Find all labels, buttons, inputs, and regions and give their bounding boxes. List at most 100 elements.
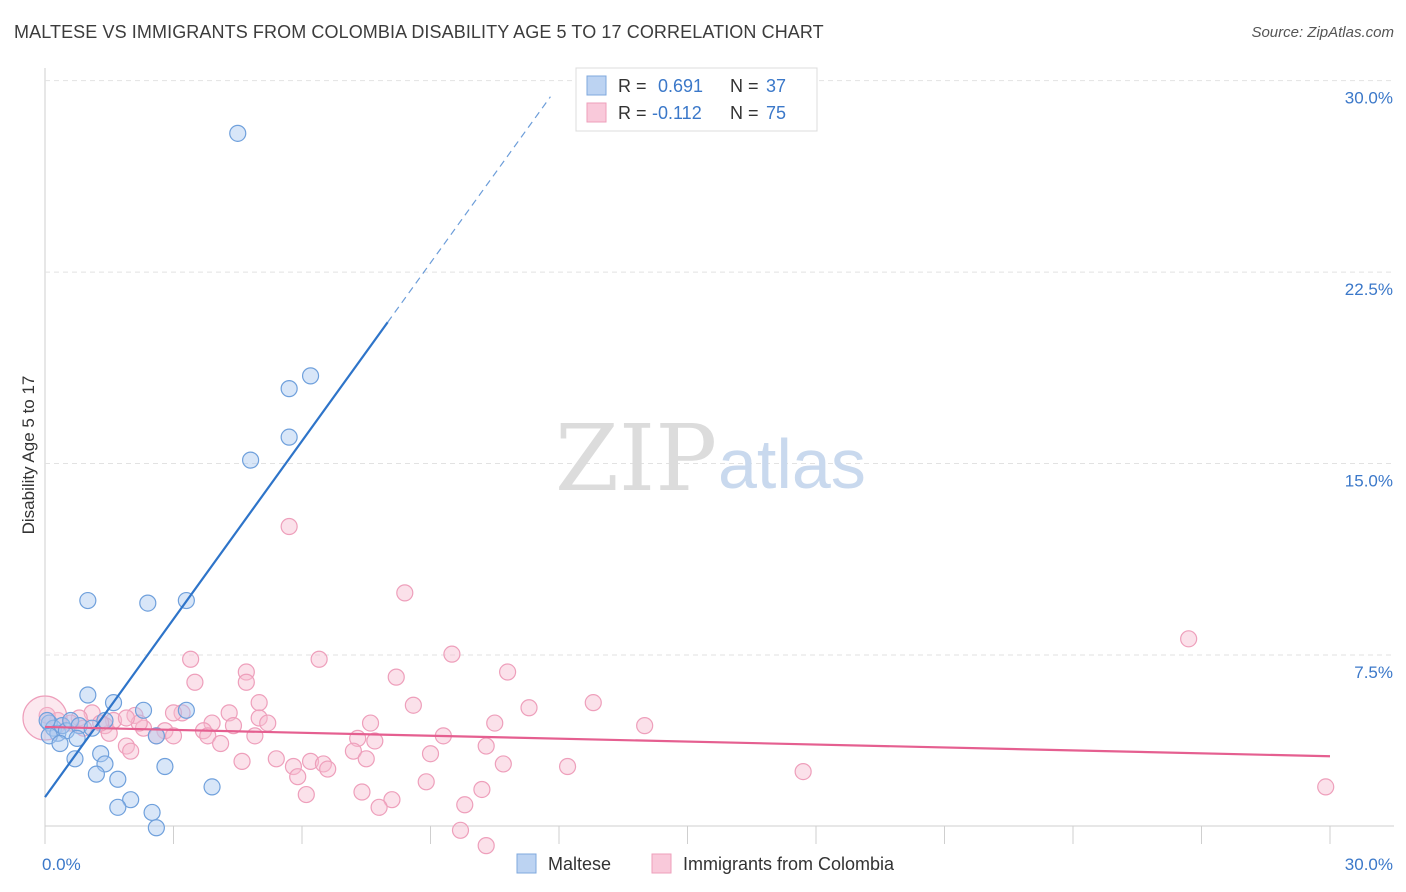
colombia-point <box>383 791 401 809</box>
colombia-point <box>443 645 461 663</box>
colombia-point <box>250 709 268 727</box>
maltese-point <box>280 428 298 446</box>
colombia-point <box>584 694 602 712</box>
colombia-point <box>353 783 371 801</box>
colombia-point <box>182 650 200 668</box>
maltese-point <box>134 701 153 719</box>
colombia-point <box>310 650 328 668</box>
colombia-point <box>357 750 375 768</box>
colombia-point <box>267 750 285 768</box>
stats-swatch-colombia <box>586 102 607 123</box>
stats-n-value-1: 37 <box>766 76 786 96</box>
stats-n-label-1: N = <box>730 76 759 96</box>
colombia-cluster-point <box>22 695 68 741</box>
series-legend: Maltese Immigrants from Colombia <box>516 853 895 874</box>
legend-swatch-maltese <box>516 853 537 874</box>
colombia-point <box>164 727 183 745</box>
colombia-point <box>1180 630 1198 648</box>
y-tick-label: 22.5% <box>1345 280 1393 299</box>
colombia-point <box>361 714 380 732</box>
y-axis-label: Disability Age 5 to 17 <box>19 376 38 535</box>
maltese-point <box>79 686 97 704</box>
maltese-point <box>92 745 110 763</box>
stats-r-label-2: R = <box>618 103 647 123</box>
stats-swatch-maltese <box>586 75 607 96</box>
stats-r-label-1: R = <box>618 76 647 96</box>
maltese-point <box>177 701 195 719</box>
maltese-point <box>51 734 69 753</box>
colombia-point <box>220 704 238 722</box>
source-label: Source: ZipAtlas.com <box>1251 24 1394 41</box>
colombia-point <box>164 704 183 722</box>
colombia-point <box>636 717 654 735</box>
gridlines <box>45 80 1394 656</box>
colombia-point <box>122 742 140 760</box>
colombia-point <box>250 694 268 712</box>
maltese-point <box>70 717 88 735</box>
maltese-point <box>229 124 247 142</box>
stats-n-label-2: N = <box>730 103 759 123</box>
colombia-point <box>224 717 243 735</box>
colombia-point <box>396 584 414 602</box>
maltese-point <box>139 594 157 612</box>
maltese-point <box>68 729 86 748</box>
colombia-point <box>212 734 230 753</box>
x-tick-label-0: 0.0% <box>42 855 81 874</box>
colombia-point <box>1317 778 1335 796</box>
colombia-point <box>280 517 298 536</box>
maltese-point <box>147 819 165 837</box>
maltese-trend-extension <box>387 96 551 323</box>
colombia-point <box>404 696 422 714</box>
chart-title: MALTESE VS IMMIGRANTS FROM COLOMBIA DISA… <box>14 22 824 42</box>
maltese-point <box>147 727 165 745</box>
watermark-zip: ZIP <box>555 405 717 512</box>
legend-label-maltese: Maltese <box>548 854 611 874</box>
colombia-point <box>794 762 812 781</box>
maltese-point <box>87 765 106 783</box>
maltese-point <box>156 757 174 776</box>
colombia-point <box>237 673 255 691</box>
legend-swatch-colombia <box>651 853 672 874</box>
colombia-point <box>259 714 277 732</box>
colombia-point <box>520 699 538 717</box>
y-tick-labels: 7.5% 15.0% 22.5% 30.0% <box>1345 89 1393 682</box>
maltese-point <box>280 380 298 398</box>
colombia-point <box>366 732 384 750</box>
colombia-point <box>301 752 320 770</box>
colombia-point <box>370 798 388 816</box>
colombia-point <box>456 796 474 814</box>
colombia-point <box>199 727 217 745</box>
colombia-point <box>477 737 495 755</box>
stats-legend: R = 0.691 N = 37 R = -0.112 N = 75 <box>575 67 818 132</box>
colombia-point <box>344 742 362 760</box>
colombia-point <box>486 714 504 732</box>
colombia-point <box>237 663 255 681</box>
trend-lines <box>44 96 1331 798</box>
stats-r-value-1: 0.691 <box>658 76 703 96</box>
colombia-point <box>319 760 337 778</box>
colombia-point <box>494 755 512 773</box>
maltese-trend-line <box>44 321 389 798</box>
x-ticks <box>44 826 1331 844</box>
stats-r-value-2: -0.112 <box>652 103 702 123</box>
maltese-point <box>38 711 56 730</box>
legend-label-colombia: Immigrants from Colombia <box>683 854 895 874</box>
maltese-point <box>242 451 260 469</box>
y-tick-label: 15.0% <box>1345 472 1393 491</box>
colombia-point <box>387 668 405 686</box>
maltese-point <box>109 770 127 788</box>
colombia-point <box>117 709 135 727</box>
colombia-point <box>284 757 303 776</box>
colombia-point <box>130 714 148 732</box>
colombia-point <box>186 673 204 691</box>
stats-legend-frame <box>575 67 818 132</box>
maltese-point <box>109 798 127 816</box>
maltese-point <box>301 367 320 385</box>
colombia-points <box>22 517 1335 855</box>
watermark-atlas: atlas <box>718 425 866 503</box>
y-tick-label: 7.5% <box>1354 663 1393 682</box>
colombia-point <box>289 768 307 786</box>
colombia-point <box>233 752 251 770</box>
colombia-point <box>417 773 435 791</box>
